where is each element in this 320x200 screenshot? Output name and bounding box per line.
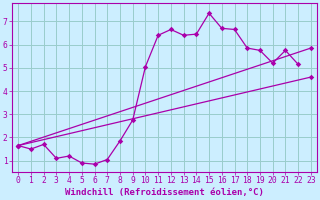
X-axis label: Windchill (Refroidissement éolien,°C): Windchill (Refroidissement éolien,°C) xyxy=(65,188,264,197)
